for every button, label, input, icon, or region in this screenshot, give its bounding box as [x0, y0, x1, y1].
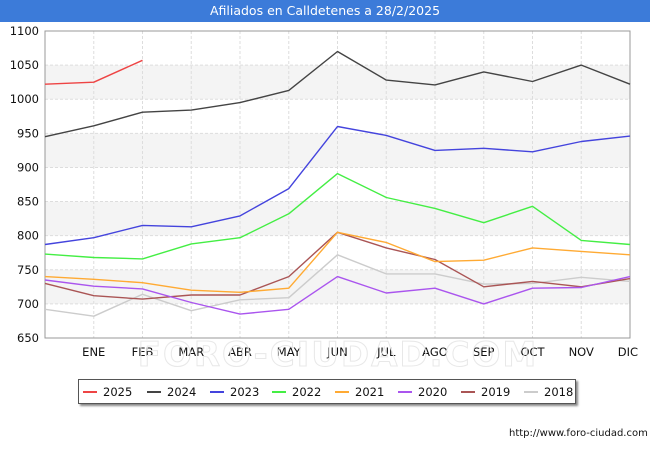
x-tick-label: FEB — [132, 345, 154, 359]
legend-label: 2022 — [292, 385, 322, 399]
series-line-2021 — [44, 231, 631, 293]
chart-legend: 2025 2024 2023 2022 2021 2020 2019 2018 — [78, 379, 576, 404]
legend-label: 2023 — [230, 385, 260, 399]
y-tick-label: 800 — [17, 229, 39, 243]
legend-label: 2021 — [355, 385, 385, 399]
x-tick-label: OCT — [520, 345, 545, 359]
legend-label: 2024 — [167, 385, 197, 399]
y-tick-label: 750 — [17, 263, 39, 277]
x-tick-label: ENE — [82, 345, 105, 359]
title-bar: Afiliados en Calldetenes a 28/2/2025 — [0, 0, 650, 22]
x-tick-label: ABR — [228, 345, 252, 359]
x-tick-label: SEP — [473, 345, 495, 359]
background-watermark: FORO-CIUDAD.COM — [138, 335, 539, 375]
x-tick-label: DIC — [618, 345, 638, 359]
x-tick-label: JUL — [376, 345, 396, 359]
legend-swatch — [83, 391, 97, 393]
legend-swatch — [147, 391, 161, 393]
source-url: http://www.foro-ciudad.com — [509, 428, 648, 439]
series-line-2018 — [44, 254, 631, 317]
y-tick-label: 850 — [17, 195, 39, 209]
y-tick-label: 1000 — [10, 92, 39, 106]
legend-swatch — [524, 391, 538, 393]
legend-swatch — [398, 391, 412, 393]
legend-label: 2018 — [544, 385, 574, 399]
series-line-2023 — [44, 125, 631, 246]
y-tick-label: 650 — [17, 331, 39, 345]
series-line-2024 — [44, 50, 631, 138]
line-chart: 650 700 750 800 850 900 950 1000 1050 1100 ENE FEB M… — [10, 24, 638, 376]
x-tick-label: MAR — [178, 345, 204, 359]
legend-label: 2020 — [418, 385, 448, 399]
chart-title: Afiliados en Calldetenes a 28/2/2025 — [209, 3, 441, 18]
legend-swatch — [272, 391, 286, 393]
plot-border — [44, 30, 631, 339]
series-line-2022 — [44, 172, 631, 260]
x-tick-label: MAY — [277, 345, 302, 359]
y-tick-label: 950 — [17, 126, 39, 140]
y-tick-label: 900 — [17, 160, 39, 174]
y-tick-label: 1050 — [10, 58, 39, 72]
x-tick-label: NOV — [569, 345, 594, 359]
y-tick-label: 1100 — [10, 24, 39, 38]
legend-label: 2019 — [481, 385, 511, 399]
y-tick-label: 700 — [17, 297, 39, 311]
x-tick-label: AGO — [422, 345, 448, 359]
legend-label: 2025 — [103, 385, 133, 399]
series-line-2020 — [44, 275, 631, 315]
legend-swatch — [210, 391, 224, 393]
legend-swatch — [335, 391, 349, 393]
series-line-2025 — [44, 59, 143, 85]
x-tick-label: JUN — [326, 345, 347, 359]
legend-swatch — [461, 391, 475, 393]
